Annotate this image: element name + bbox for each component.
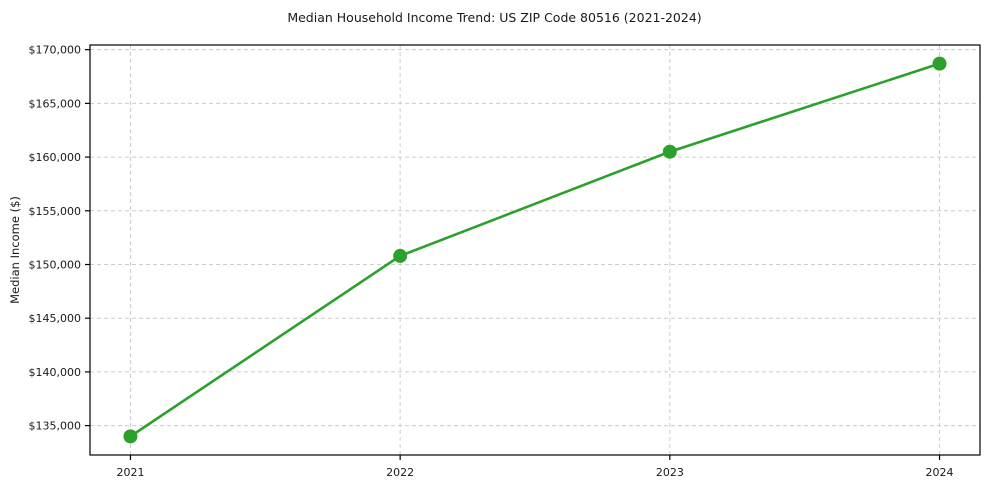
data-point xyxy=(662,144,677,159)
x-tick-label: 2023 xyxy=(656,466,684,479)
y-tick-label: $165,000 xyxy=(29,97,82,110)
data-point xyxy=(932,56,947,71)
y-tick-label: $140,000 xyxy=(29,366,82,379)
x-tick-label: 2024 xyxy=(926,466,954,479)
y-tick-label: $135,000 xyxy=(29,420,82,433)
y-tick-label: $145,000 xyxy=(29,312,82,325)
data-line xyxy=(129,62,941,438)
y-tick-label: $150,000 xyxy=(29,259,82,272)
x-tick-label: 2021 xyxy=(116,466,144,479)
y-tick-label: $160,000 xyxy=(29,151,82,164)
y-tick-label: $155,000 xyxy=(29,205,82,218)
x-tick-label: 2022 xyxy=(386,466,414,479)
y-tick-label: $170,000 xyxy=(29,44,82,57)
chart-title: Median Household Income Trend: US ZIP Co… xyxy=(287,10,702,25)
data-point xyxy=(123,429,138,444)
plot-border xyxy=(89,44,981,456)
data-point xyxy=(393,248,408,263)
